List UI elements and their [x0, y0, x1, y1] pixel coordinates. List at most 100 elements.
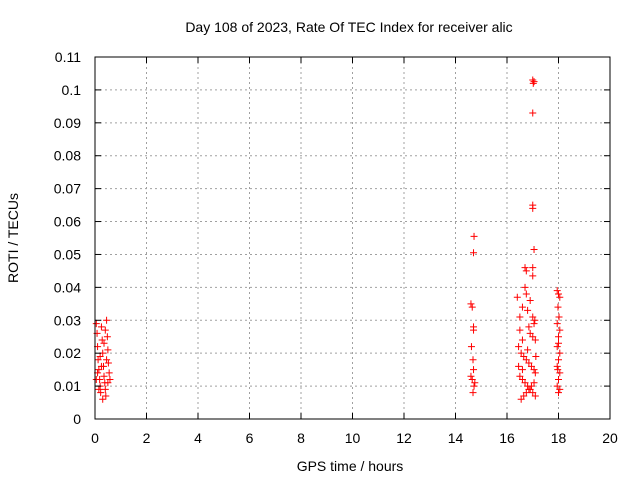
y-tick-label: 0.1	[62, 82, 82, 98]
data-point	[555, 290, 562, 298]
data-point	[530, 78, 538, 86]
data-point	[467, 300, 475, 308]
data-point	[529, 264, 537, 272]
data-point	[532, 352, 540, 360]
y-tick-label: 0.11	[55, 49, 81, 65]
data-point	[529, 204, 537, 212]
y-axis-label: ROTI / TECUs	[5, 193, 21, 283]
data-point	[529, 272, 537, 280]
data-point	[104, 346, 112, 354]
data-point	[518, 336, 526, 344]
data-point	[104, 379, 112, 387]
data-point	[469, 389, 477, 397]
y-tick-label: 0.08	[54, 148, 81, 164]
data-point	[529, 76, 537, 84]
data-point	[103, 316, 111, 324]
data-point	[100, 372, 108, 380]
data-point	[522, 290, 530, 298]
data-point	[101, 326, 109, 334]
y-tick-label: 0.04	[54, 279, 81, 295]
data-point	[469, 356, 477, 364]
data-point	[554, 366, 562, 374]
data-point	[518, 366, 526, 374]
data-point	[516, 326, 524, 334]
data-point	[518, 303, 526, 311]
y-tick-label: 0.05	[54, 246, 81, 262]
data-point	[555, 313, 563, 321]
data-point	[101, 385, 109, 393]
data-point	[531, 316, 539, 324]
data-point	[521, 283, 529, 291]
grid-lines	[95, 57, 610, 419]
axis-ticks: 0 2 4 6 8 10 12 14 16 18 20 0 0.01 0.02 0.03 0.04 0.05 0.…	[54, 49, 618, 446]
data-point	[97, 323, 105, 331]
data-point	[555, 339, 562, 347]
data-point	[467, 343, 475, 351]
data-point	[470, 326, 478, 334]
data-points	[92, 76, 564, 403]
data-point	[531, 392, 539, 400]
data-point	[98, 336, 106, 344]
data-point	[555, 376, 562, 384]
data-point	[471, 379, 479, 387]
x-tick-label: 2	[143, 430, 151, 446]
data-point	[529, 109, 537, 117]
data-point	[103, 356, 111, 364]
x-tick-label: 12	[396, 430, 412, 446]
data-point	[524, 306, 532, 314]
x-tick-label: 20	[602, 430, 618, 446]
data-point	[516, 313, 524, 321]
data-point	[556, 349, 564, 357]
x-tick-label: 16	[499, 430, 515, 446]
data-point	[105, 369, 113, 377]
data-point	[515, 343, 523, 351]
data-point	[467, 372, 475, 380]
data-point	[556, 385, 564, 393]
data-point	[104, 359, 112, 367]
data-point	[468, 303, 476, 311]
x-tick-label: 6	[246, 430, 254, 446]
y-tick-label: 0.07	[54, 181, 81, 197]
y-tick-label: 0.06	[54, 214, 81, 230]
data-point	[530, 366, 538, 374]
x-tick-label: 14	[448, 430, 464, 446]
y-tick-label: 0.01	[54, 378, 81, 394]
chart-title: Day 108 of 2023, Rate Of TEC Index for r…	[185, 19, 512, 35]
data-point	[103, 333, 111, 341]
data-point	[529, 79, 537, 87]
data-point	[102, 392, 110, 400]
data-point	[96, 352, 104, 360]
data-point	[95, 385, 103, 393]
data-point	[530, 246, 538, 254]
y-tick-label: 0.02	[54, 345, 81, 361]
data-point	[553, 320, 561, 328]
x-tick-label: 8	[297, 430, 305, 446]
data-point	[531, 336, 539, 344]
data-point	[92, 320, 100, 328]
x-tick-label: 0	[91, 430, 99, 446]
data-point	[553, 343, 561, 351]
y-tick-label: 0.03	[54, 312, 81, 328]
data-point	[524, 346, 532, 354]
data-point	[470, 249, 478, 257]
data-point	[553, 287, 561, 295]
x-tick-label: 10	[345, 430, 361, 446]
data-point	[555, 389, 562, 397]
data-point	[521, 264, 529, 272]
y-tick-label: 0.09	[54, 115, 81, 131]
data-point	[531, 369, 539, 377]
y-tick-label: 0	[73, 411, 81, 427]
data-point	[513, 293, 521, 301]
data-point	[530, 320, 538, 328]
data-point	[97, 389, 105, 397]
data-point	[97, 362, 105, 370]
data-point	[525, 323, 533, 331]
data-point	[470, 382, 478, 390]
data-point	[526, 297, 534, 305]
data-point	[530, 379, 538, 387]
data-point	[515, 362, 523, 370]
data-point	[470, 366, 478, 374]
data-point	[555, 333, 562, 341]
x-tick-label: 18	[551, 430, 567, 446]
data-point	[522, 267, 530, 275]
